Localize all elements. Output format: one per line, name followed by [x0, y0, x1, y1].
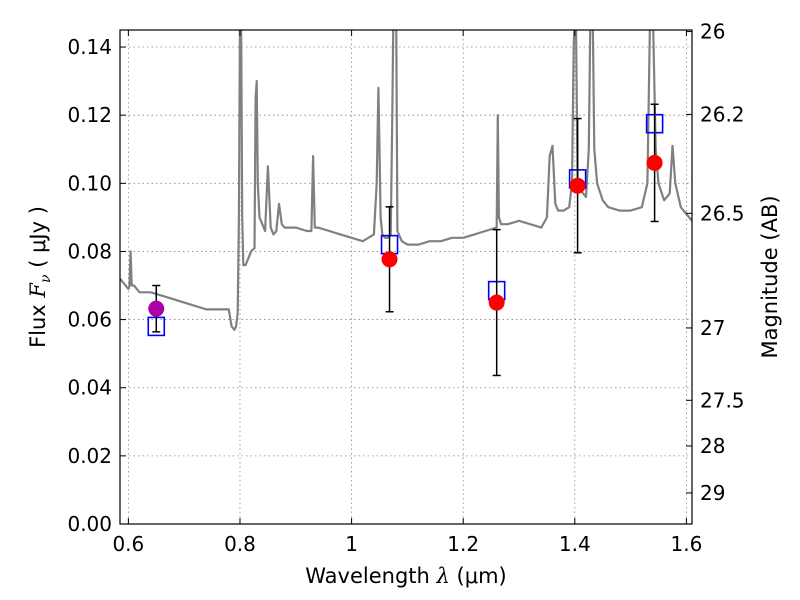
- y-axis-label: Flux Fν ( μJy ): [26, 206, 54, 348]
- mag-tick-label: 27.5: [700, 388, 745, 412]
- y-tick-label: 0.02: [67, 444, 112, 468]
- mag-tick-label: 29: [700, 481, 725, 505]
- y-tick-label: 0.06: [67, 308, 112, 332]
- model-spectrum-line: [120, 30, 692, 331]
- x-tick-label: 1.6: [671, 532, 703, 556]
- data-point-optical: [148, 300, 165, 317]
- y-tick-label: 0.00: [67, 512, 112, 536]
- data-point-observed: [646, 154, 663, 171]
- grid: [120, 30, 692, 525]
- x-tick-label: 0.6: [112, 532, 144, 556]
- mag-tick-label: 26.5: [700, 201, 745, 225]
- data-point-observed: [381, 251, 398, 268]
- x-tick-label: 1: [345, 532, 358, 556]
- x-tick-label: 1.2: [447, 532, 479, 556]
- y-tick-label: 0.04: [67, 376, 112, 400]
- mag-tick-label: 26: [700, 20, 725, 44]
- x-tick-label: 0.8: [224, 532, 256, 556]
- y-tick-label: 0.10: [67, 171, 112, 195]
- x-axis-label: Wavelength λ (μm): [305, 564, 506, 588]
- mag-tick-label: 26.2: [700, 102, 745, 126]
- y-tick-label: 0.14: [67, 35, 112, 59]
- ticks: 0.6 0.8 1 1.2 1.4 1.6 0.00 0.02 0.04 0.06 0.08 0.10…: [67, 20, 744, 556]
- plot-area: [120, 30, 692, 377]
- mag-tick-label: 27: [700, 316, 725, 340]
- plot-frame: [119, 29, 693, 525]
- y-axis-right-label: Magnitude (AB): [758, 195, 782, 358]
- mag-tick-label: 28: [700, 434, 725, 458]
- y-tick-label: 0.08: [67, 239, 112, 263]
- data-point-observed: [569, 177, 586, 194]
- x-tick-label: 1.4: [559, 532, 591, 556]
- y-tick-label: 0.12: [67, 103, 112, 127]
- data-point-observed: [488, 294, 505, 311]
